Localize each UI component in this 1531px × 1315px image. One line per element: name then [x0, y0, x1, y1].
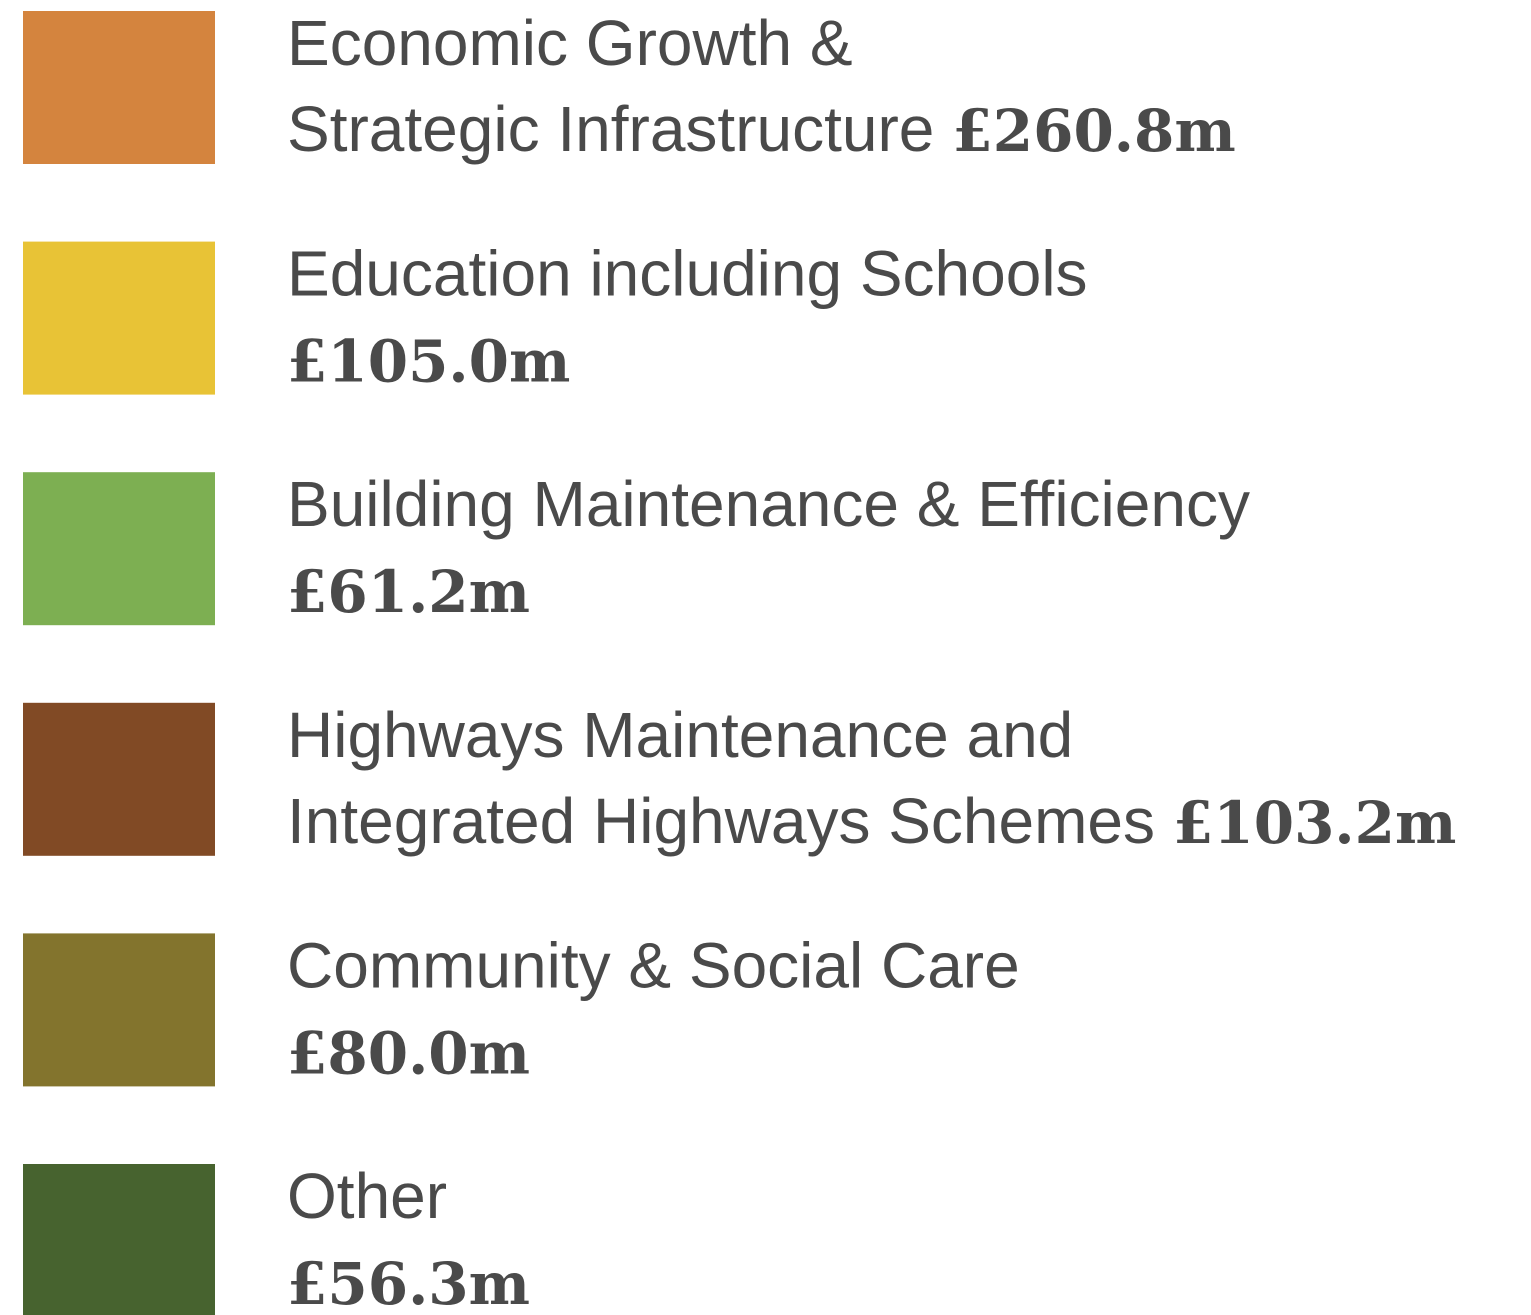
swatch: [23, 241, 215, 395]
swatch: [23, 472, 215, 626]
item-label: Economic Growth &: [287, 7, 853, 79]
legend-item: Education including Schools £105.0m: [23, 238, 1088, 396]
swatch: [23, 11, 215, 164]
item-label: Community & Social Care: [287, 929, 1020, 1001]
item-label: Strategic Infrastructure: [287, 93, 934, 165]
item-label: Highways Maintenance and: [287, 699, 1073, 771]
item-label: Integrated Highways Schemes: [287, 785, 1155, 857]
item-label: Other: [287, 1160, 447, 1232]
item-amount: £56.3m: [287, 1250, 530, 1315]
legend-item: Building Maintenance & Efficiency £61.2m: [23, 468, 1250, 626]
legend-item: Community & Social Care £80.0m: [23, 929, 1020, 1087]
swatch: [23, 702, 215, 856]
item-amount: £61.2m: [287, 558, 530, 626]
item-label: Education including Schools: [287, 238, 1088, 310]
item-label: Building Maintenance & Efficiency: [287, 468, 1250, 540]
legend-item: Highways Maintenance and Integrated Highw…: [23, 699, 1456, 857]
swatch: [23, 933, 215, 1087]
item-amount: £80.0m: [287, 1019, 530, 1087]
legend-item: Economic Growth & Strategic Infrastructur…: [23, 7, 1236, 165]
item-amount: £260.8m: [952, 97, 1235, 165]
swatch: [23, 1164, 215, 1315]
legend-item: Other £56.3m: [23, 1160, 530, 1315]
item-amount: £103.2m: [1173, 789, 1456, 857]
item-amount: £105.0m: [287, 328, 570, 396]
